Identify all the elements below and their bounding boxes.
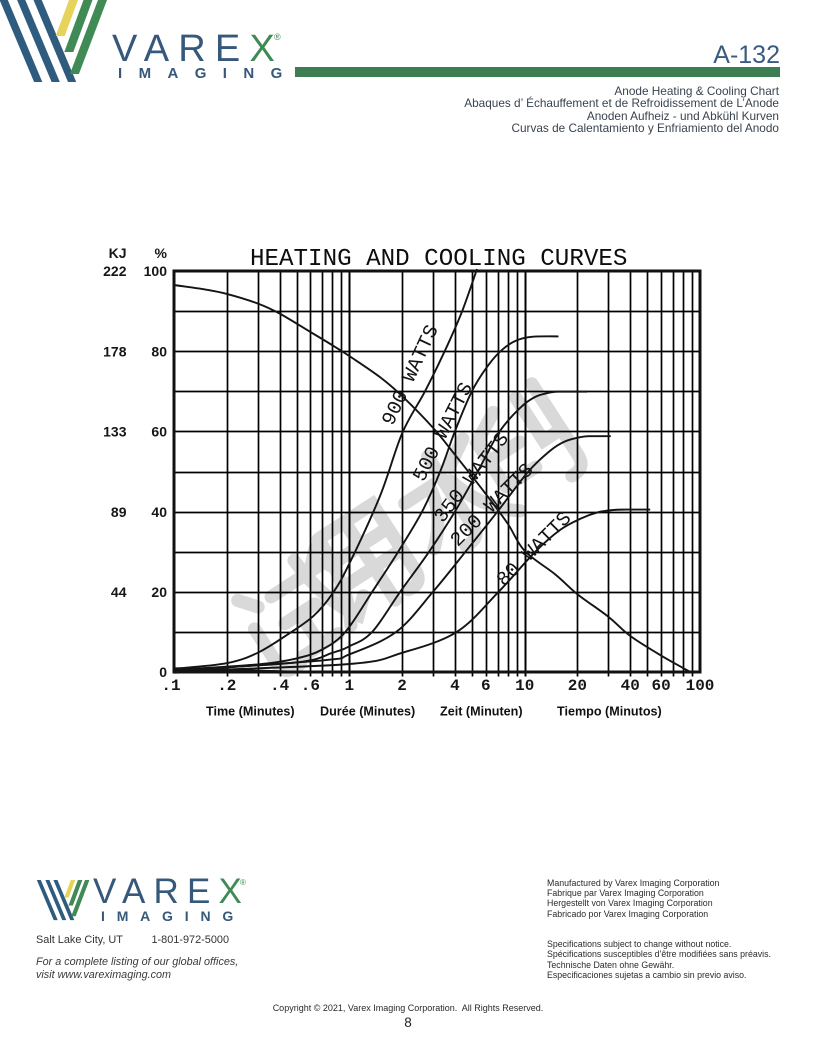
svg-text:.1: .1 — [161, 677, 180, 695]
svg-text:.2: .2 — [217, 677, 236, 695]
svg-text:KJ: KJ — [109, 245, 127, 261]
svg-text:Zeit (Minuten): Zeit (Minuten) — [440, 705, 523, 719]
svg-text:%: % — [155, 245, 168, 261]
svg-text:89: 89 — [111, 504, 127, 520]
svg-text:20: 20 — [568, 677, 587, 695]
svg-text:Time (Minutes): Time (Minutes) — [206, 705, 295, 719]
svg-text:40: 40 — [621, 677, 640, 695]
svg-text:6: 6 — [481, 677, 491, 695]
svg-text:178: 178 — [103, 343, 127, 359]
svg-text:0: 0 — [159, 664, 167, 680]
svg-text:44: 44 — [111, 584, 127, 600]
svg-text:20: 20 — [151, 584, 167, 600]
svg-text:60: 60 — [651, 677, 670, 695]
svg-text:Tiempo (Minutos): Tiempo (Minutos) — [557, 705, 662, 719]
svg-text:40: 40 — [151, 504, 167, 520]
svg-text:133: 133 — [103, 424, 127, 440]
svg-text:10: 10 — [515, 677, 534, 695]
svg-text:4: 4 — [450, 677, 460, 695]
svg-text:1: 1 — [344, 677, 354, 695]
svg-text:Durée (Minutes): Durée (Minutes) — [320, 705, 415, 719]
svg-text:.4: .4 — [270, 677, 290, 695]
svg-text:HEATING AND COOLING CURVES: HEATING AND COOLING CURVES — [250, 246, 627, 273]
svg-text:2: 2 — [397, 677, 407, 695]
svg-text:222: 222 — [103, 263, 127, 279]
svg-text:100: 100 — [144, 263, 168, 279]
svg-text:80: 80 — [151, 343, 167, 359]
svg-text:.6: .6 — [301, 677, 320, 695]
svg-text:60: 60 — [151, 424, 167, 440]
svg-text:100: 100 — [686, 677, 715, 695]
